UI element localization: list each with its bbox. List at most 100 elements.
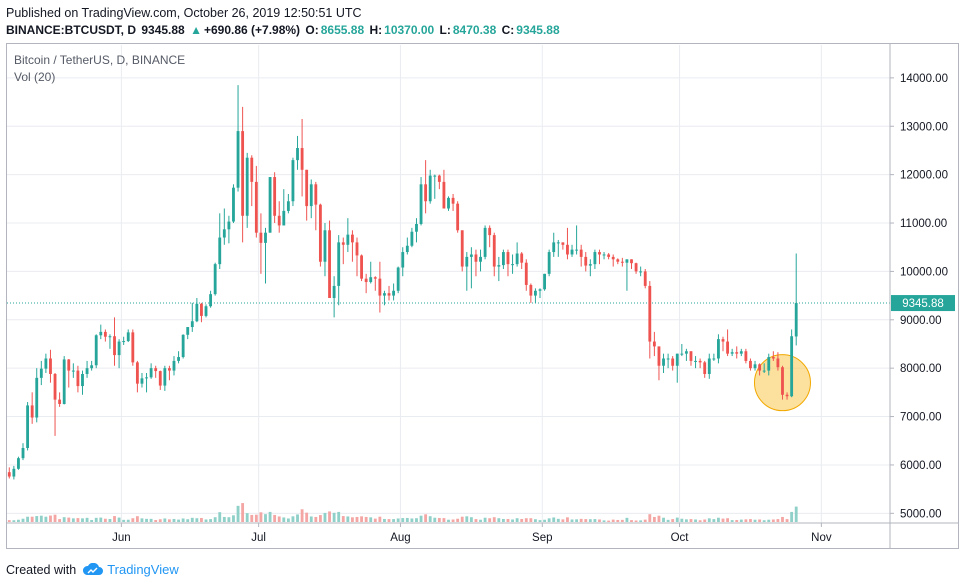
candle-body (396, 267, 400, 291)
volume-bar (620, 519, 624, 522)
candle-body (135, 362, 139, 384)
volume-bar (172, 518, 176, 522)
candle-body (566, 244, 569, 255)
candle-body (44, 358, 48, 369)
tradingview-logo[interactable]: TradingView (82, 562, 179, 577)
candle-body (762, 370, 766, 372)
volume-bar (108, 518, 112, 522)
candle-body (332, 285, 336, 299)
volume-bar (131, 518, 135, 522)
volume-bar (634, 520, 638, 522)
volume-bar (671, 519, 675, 522)
volume-bar (433, 517, 437, 522)
volume-bar (167, 519, 171, 522)
candle-body (131, 332, 135, 363)
candle-body (76, 370, 80, 387)
volume-bar (758, 519, 762, 522)
volume-bar (209, 519, 213, 522)
candle-body (392, 290, 396, 296)
volume-bar (437, 517, 441, 522)
candle-body (712, 358, 716, 360)
candle-body (167, 368, 171, 371)
volume-bar (675, 517, 679, 522)
volume-bar (67, 517, 71, 522)
candle-body (337, 242, 341, 286)
candle-body (341, 242, 345, 245)
volume-bar (309, 516, 313, 522)
candle-body (419, 184, 423, 224)
candle-body (387, 293, 391, 296)
close-value: 9345.88 (516, 23, 560, 37)
volume-bar (62, 517, 66, 522)
volume-bar (117, 517, 121, 522)
candle-body (721, 339, 725, 342)
volume-bar (259, 512, 263, 522)
candle-body (657, 346, 661, 366)
volume-bar (717, 517, 720, 522)
x-tick-label: Aug (390, 532, 410, 544)
last-price-tag-label: 9345.88 (902, 298, 944, 310)
volume-bar (222, 516, 226, 522)
candle-body (492, 235, 496, 267)
candle-body (39, 368, 43, 378)
volume-bar (94, 517, 98, 522)
volume-bar (373, 518, 377, 522)
candle-body (364, 278, 368, 283)
candle-body (360, 255, 363, 279)
candle-body (405, 245, 409, 253)
candle-body (479, 256, 482, 262)
volume-bar (305, 512, 309, 522)
created-with-label: Created with (6, 562, 77, 577)
volume-bar (232, 515, 235, 522)
volume-bar (332, 512, 336, 522)
volume-bar (76, 518, 80, 522)
volume-bar (85, 517, 89, 522)
candle-body (662, 358, 665, 366)
candle-body (300, 148, 304, 170)
high-label: H: (369, 23, 383, 37)
candle-body (401, 252, 405, 268)
candle-body (163, 368, 167, 386)
volume-bar (250, 514, 254, 522)
volume-bar (392, 519, 396, 522)
candle-body (355, 242, 359, 256)
volume-bar (195, 518, 199, 522)
candle-body (126, 332, 130, 342)
volume-bar (474, 519, 478, 522)
volume-bar (469, 517, 473, 522)
volume-bar (424, 514, 428, 522)
candle-body (85, 368, 89, 374)
candle-body (277, 215, 281, 226)
published-line: Published on TradingView.com, October 26… (6, 6, 362, 20)
volume-bar (158, 519, 162, 522)
candle-body (707, 358, 711, 374)
candle-body (456, 203, 460, 231)
candle-body (369, 277, 373, 283)
volume-bar (286, 518, 290, 522)
candle-body (561, 242, 565, 245)
candle-body (520, 253, 524, 263)
volume-bar (17, 519, 20, 522)
candle-body (108, 336, 112, 338)
candle-body (447, 197, 450, 209)
ohlc-line: BINANCE:BTCUSDT, D 9345.88 ▲ +690.86 (+7.… (6, 23, 562, 37)
volume-bar (236, 505, 240, 522)
candle-body (753, 364, 757, 369)
candle-body (209, 294, 213, 307)
candle-body (648, 285, 652, 342)
candle-body (149, 368, 153, 378)
chart-frame (6, 43, 959, 549)
volume-bar (753, 519, 757, 522)
candle-body (703, 362, 707, 374)
volume-bar (442, 518, 446, 522)
candle-body (616, 259, 620, 262)
open-value: 8655.88 (320, 23, 365, 37)
volume-bar (666, 519, 670, 522)
candle-body (351, 234, 354, 243)
grid (7, 45, 890, 523)
volume-bar (515, 518, 519, 522)
candle-body (428, 175, 432, 202)
candle-body (634, 263, 638, 272)
volume-bar (447, 519, 450, 522)
